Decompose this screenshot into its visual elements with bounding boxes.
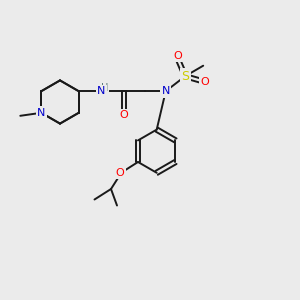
Text: O: O bbox=[119, 110, 128, 120]
Text: N: N bbox=[97, 86, 105, 96]
Text: N: N bbox=[37, 108, 46, 118]
Text: O: O bbox=[173, 51, 182, 61]
Text: H: H bbox=[100, 83, 108, 93]
Text: S: S bbox=[181, 70, 189, 83]
Text: O: O bbox=[116, 167, 124, 178]
Text: O: O bbox=[200, 77, 209, 87]
Text: N: N bbox=[161, 86, 170, 96]
